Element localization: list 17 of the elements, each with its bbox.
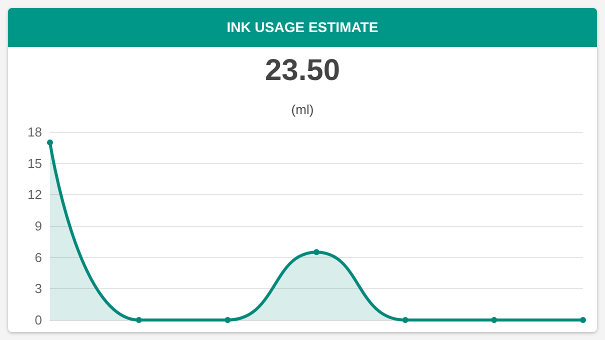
text: (ml): [290, 102, 315, 117]
point: [224, 317, 231, 323]
y-tick-label: 9: [34, 218, 42, 234]
point: [47, 139, 53, 146]
y-tick-label: 3: [34, 281, 42, 296]
y-tick-label: 18: [28, 124, 42, 140]
point: [580, 317, 586, 323]
point: [491, 317, 498, 323]
point: [314, 249, 320, 256]
y-tick-label: 6: [34, 250, 42, 265]
chart-title: INK USAGE ESTIMATE: [8, 8, 597, 47]
y-tick-label: 12: [28, 187, 42, 202]
text: 23.50: [264, 54, 342, 88]
point: [136, 317, 142, 323]
y-tick-label: 0: [34, 312, 42, 328]
y-tick-label: 15: [28, 156, 42, 171]
point: [402, 317, 408, 323]
